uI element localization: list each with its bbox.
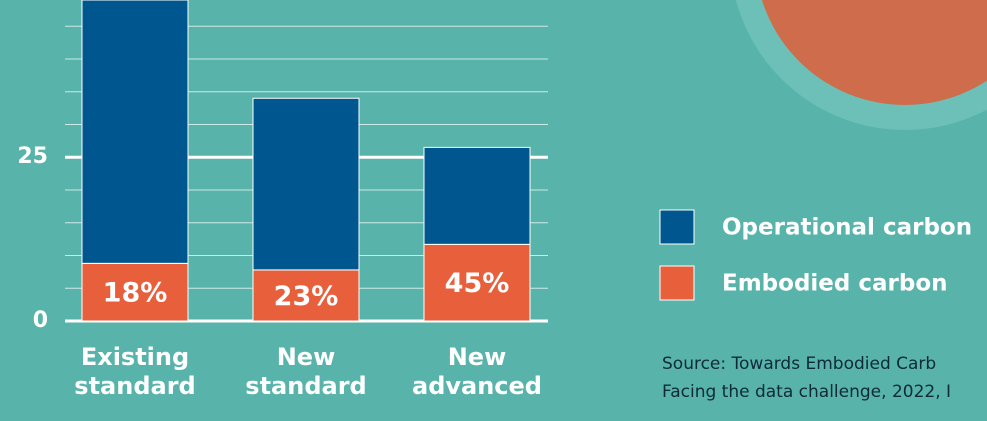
legend-swatch [659,209,695,245]
x-tick-label: New advanced [412,343,542,400]
x-tick-label: Existing standard [74,343,195,400]
x-tick-label: New standard [245,343,366,400]
share-label: 23% [274,281,339,312]
x-tick-label-line: Existing [81,343,189,371]
legend-swatch [659,265,695,301]
x-tick-label-line: advanced [412,372,542,400]
legend-label: Operational carbon [722,215,972,241]
x-tick-label-line: New [448,343,507,371]
bar-segment [81,0,189,264]
y-tick-label: 0 [33,308,48,333]
y-tick-label: 25 [17,144,48,169]
share-label: 18% [103,278,168,309]
bar-segment [252,97,360,271]
decor-circle [761,0,987,105]
x-tick-label-line: standard [245,372,366,400]
source-text: Facing the data challenge, 2022, I [662,382,951,402]
bar-segment [423,243,531,322]
bar-segment [252,269,360,322]
x-tick-label-line: standard [74,372,195,400]
share-label: 45% [445,268,510,299]
bar-segment [423,146,531,245]
legend-label: Embodied carbon [722,271,948,297]
source-text: Source: Towards Embodied Carb [662,354,936,374]
x-tick-label-line: New [277,343,336,371]
bar-segment [81,262,189,322]
